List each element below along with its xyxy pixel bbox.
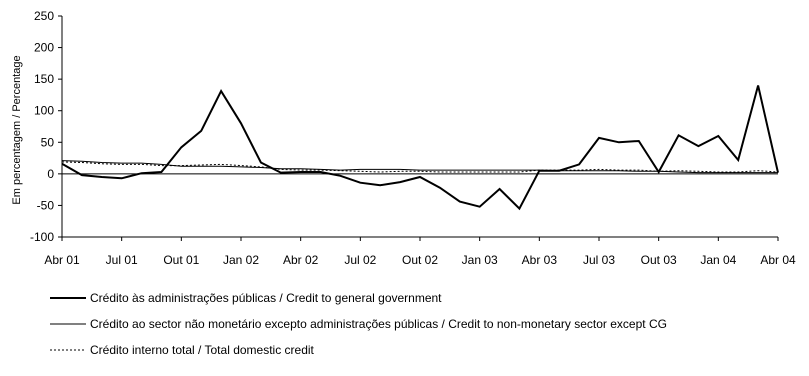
x-tick-label: Jul 01 (106, 253, 138, 267)
legend-label-3: Crédito interno total / Total domestic c… (90, 343, 315, 357)
x-tick-label: Out 01 (163, 253, 199, 267)
x-tick-label: Abr 04 (760, 253, 796, 267)
x-tick-label: Abr 01 (44, 253, 80, 267)
y-tick-label: 200 (34, 41, 54, 55)
legend: Crédito às administrações públicas / Cre… (50, 291, 667, 357)
x-tick-label: Jan 03 (462, 253, 498, 267)
x-tick-label: Out 03 (641, 253, 677, 267)
y-tick-label: 250 (34, 9, 54, 23)
x-tick-label: Jul 02 (344, 253, 376, 267)
axes: -100 -50 0 50 100 150 200 250 Abr 01 Jul 01 Out 01… (30, 9, 796, 267)
x-tick-label: Abr 03 (522, 253, 558, 267)
y-tick-label: 0 (47, 167, 54, 181)
x-tick-label: Abr 02 (283, 253, 319, 267)
y-tick-label: 100 (34, 104, 54, 118)
legend-label-1: Crédito às administrações públicas / Cre… (90, 291, 442, 305)
x-tick-label: Jan 04 (700, 253, 736, 267)
y-tick-label: -100 (30, 230, 54, 244)
legend-label-2: Crédito ao sector não monetário excepto … (90, 317, 667, 331)
y-tick-label: -50 (37, 198, 55, 212)
y-axis-title: Em percentagem / Percentage (11, 55, 23, 204)
x-tick-label: Jan 02 (223, 253, 259, 267)
series-line-1 (61, 85, 779, 211)
x-tick-label: Jul 03 (583, 253, 615, 267)
series-group (61, 85, 779, 211)
y-tick-label: 150 (34, 72, 54, 86)
y-tick-label: 50 (41, 135, 55, 149)
x-tick-label: Out 02 (402, 253, 438, 267)
